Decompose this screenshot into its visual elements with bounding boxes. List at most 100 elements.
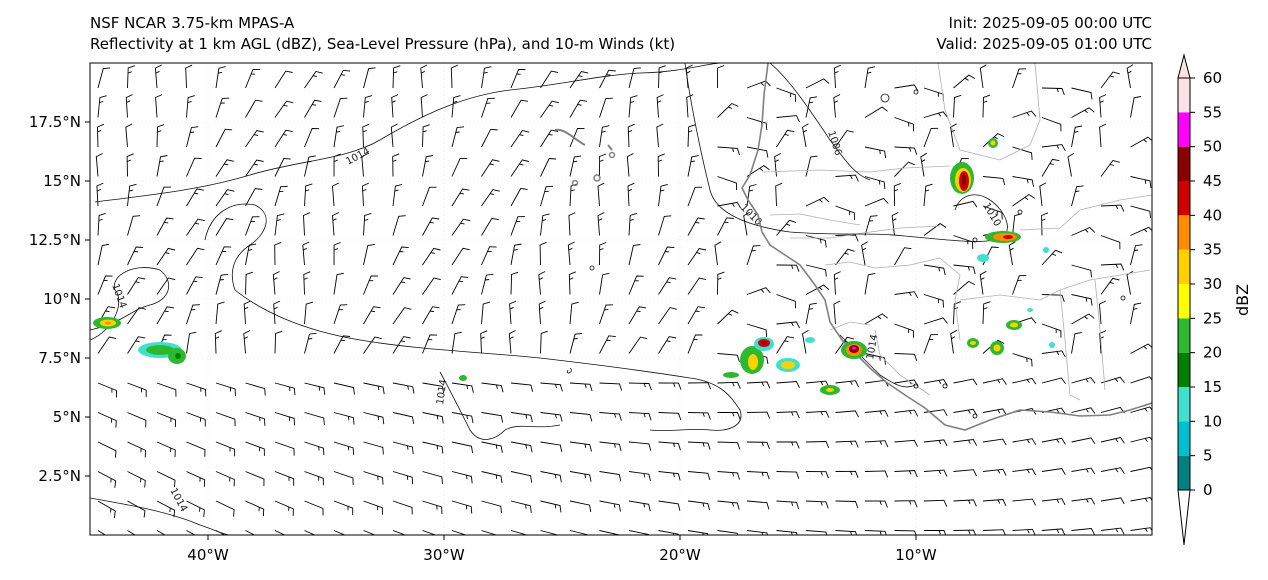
wind-barb (802, 329, 809, 354)
wind-barb (894, 409, 919, 417)
wind-barb (215, 97, 230, 118)
wind-barb (451, 126, 465, 148)
wind-barb (864, 66, 875, 89)
wind-barb (568, 271, 576, 295)
wind-barb (125, 123, 133, 148)
storm-west-1 (93, 317, 121, 329)
wind-barb (864, 440, 889, 448)
coastline (554, 63, 1152, 431)
wind-barb (274, 100, 294, 118)
wind-barb (1130, 302, 1142, 325)
calm-marker (913, 89, 919, 95)
colorbar-segment (1178, 318, 1190, 353)
wind-barb (510, 216, 525, 236)
wind-barb (746, 381, 771, 389)
wind-barb (540, 412, 563, 422)
wind-barb (392, 246, 409, 266)
init-time: Init: 2025-09-05 00:00 UTC (948, 14, 1152, 32)
wind-barb (127, 246, 144, 266)
wind-barb (776, 321, 800, 329)
wind-barb (97, 95, 107, 118)
wind-barb (776, 294, 796, 309)
isobar-1014-central (204, 203, 742, 431)
wind-barb (274, 382, 296, 396)
wind-barb (835, 380, 859, 388)
wind-barb (658, 246, 675, 266)
isobar-1014-south (439, 371, 561, 440)
wind-barb (127, 500, 146, 518)
wind-barb (215, 500, 235, 517)
y-tick-label: 15°N (43, 172, 81, 190)
wind-barb (481, 246, 497, 266)
wind-barb (717, 412, 741, 420)
wind-barb (215, 189, 235, 207)
wind-barb (923, 379, 948, 386)
wind-barb (245, 441, 265, 456)
wind-barb (1071, 185, 1084, 207)
wind-barb (775, 182, 783, 207)
wind-barb (687, 500, 711, 511)
wind-barb (982, 176, 1006, 186)
wind-barb (97, 412, 117, 428)
wind-barb (1012, 377, 1037, 385)
wind-barb (1100, 159, 1120, 177)
wind-barb (805, 284, 830, 295)
wind-barb (451, 331, 462, 354)
wind-barb (894, 84, 919, 92)
wind-barb (215, 530, 226, 535)
wind-barb (569, 301, 579, 325)
colorbar-tick-label: 0 (1203, 481, 1213, 499)
storm-mali-south (977, 231, 1049, 262)
wind-barb (982, 378, 1007, 385)
wind-barb (628, 382, 652, 391)
wind-barb (363, 530, 377, 535)
wind-barb (304, 412, 325, 426)
wind-barb (982, 132, 1005, 148)
wind-barb (540, 158, 557, 177)
wind-barb (451, 471, 473, 484)
wind-barb (1012, 528, 1036, 535)
wind-barb (508, 330, 516, 354)
wind-barb (125, 94, 133, 118)
wind-barb (805, 500, 829, 509)
wind-barb (392, 530, 407, 535)
wind-barb (333, 471, 354, 486)
wind-barb (626, 153, 634, 177)
wind-barb (391, 94, 399, 118)
wind-barb (363, 67, 376, 89)
wind-barb (835, 410, 859, 418)
wind-barb (363, 212, 372, 236)
wind-barb (923, 334, 938, 354)
wind-barb (303, 271, 311, 295)
wind-barb (658, 500, 681, 511)
wind-barb (894, 247, 912, 266)
x-tick-label: 30°W (423, 546, 465, 564)
wind-barb (333, 272, 344, 295)
wind-barb (1130, 376, 1152, 384)
colorbar-segment (1178, 455, 1190, 490)
wind-barb (805, 410, 830, 418)
wind-barb (304, 530, 316, 535)
wind-barb (717, 381, 741, 389)
wind-barb (628, 412, 652, 421)
calm-marker (972, 237, 978, 243)
colorbar-tick-label: 5 (1203, 447, 1213, 465)
wind-barb (1012, 407, 1037, 415)
y-tick-label: 10°N (43, 290, 81, 308)
wind-barb (510, 243, 522, 266)
calm-marker (1017, 209, 1023, 215)
wind-barb (717, 271, 725, 295)
wind-barb (274, 471, 295, 486)
wind-barb (599, 153, 607, 177)
wind-barb (422, 217, 440, 236)
wind-barb (186, 276, 203, 295)
wind-barb (658, 307, 677, 325)
wind-barb (717, 309, 739, 325)
wind-barb (510, 441, 533, 453)
wind-barb (805, 302, 817, 325)
wind-barb (540, 129, 559, 148)
wind-barb (363, 95, 373, 118)
wind-barb (333, 242, 341, 266)
y-tick-label: 2.5°N (38, 467, 81, 485)
wind-barb (1041, 498, 1066, 506)
